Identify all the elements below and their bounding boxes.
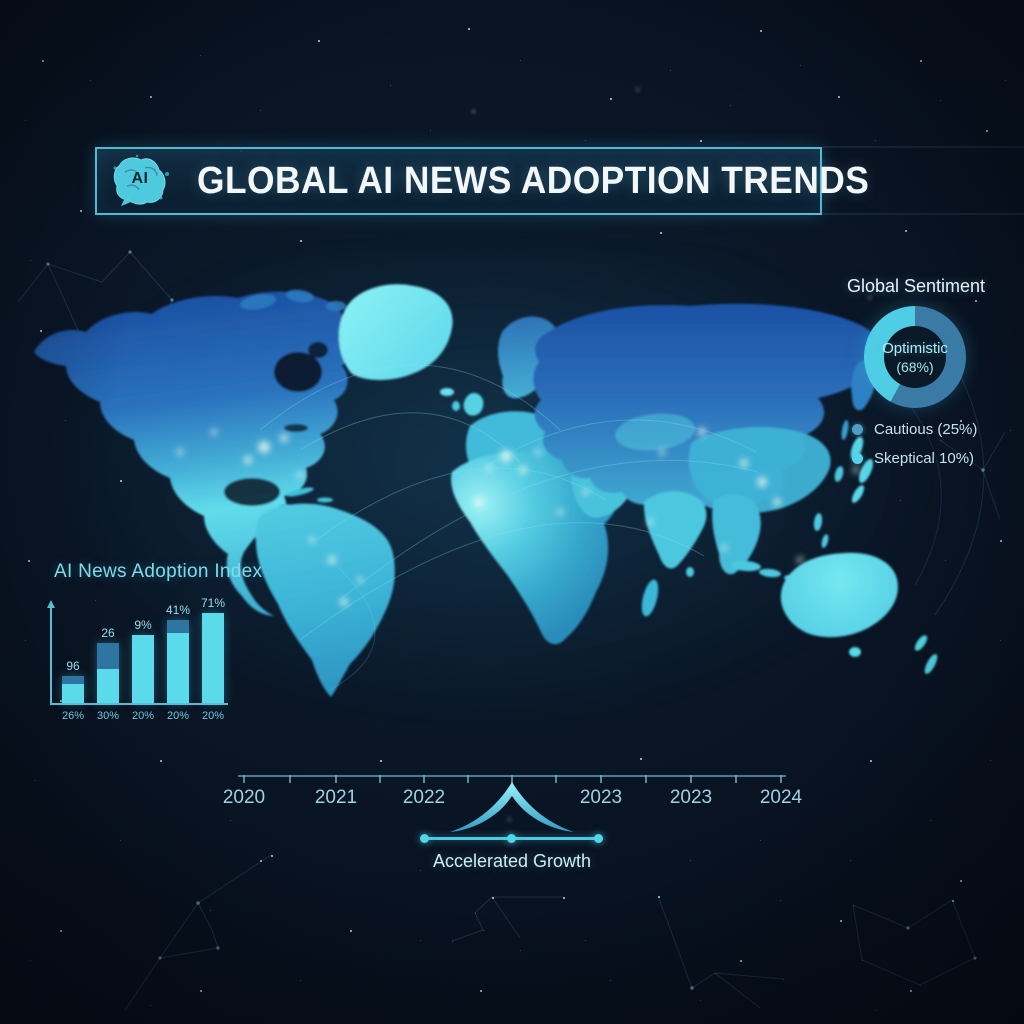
timeline-tick bbox=[690, 775, 692, 783]
bar-slot: 26 30% bbox=[97, 626, 119, 722]
adoption-bar bbox=[132, 635, 154, 703]
timeline-year: 2023 bbox=[669, 787, 713, 808]
timeline-tick bbox=[645, 775, 647, 783]
adoption-bar bbox=[202, 613, 224, 703]
growth-peak-icon bbox=[450, 782, 574, 832]
adoption-index-title: AI News Adoption Index bbox=[54, 561, 263, 582]
sentiment-donut-center: Optimistic (68%) bbox=[839, 306, 991, 408]
bar-slot: 96 26% bbox=[62, 659, 84, 722]
donut-center-value: (68%) bbox=[896, 358, 934, 375]
adoption-bar bbox=[167, 620, 189, 703]
timeline-tick bbox=[423, 775, 425, 783]
adoption-bar-cap bbox=[62, 676, 84, 684]
bar-value-label: 41% bbox=[165, 603, 191, 617]
y-axis bbox=[47, 600, 55, 705]
legend-label: Cautious (25%) bbox=[874, 421, 978, 438]
bar-category-label: 20% bbox=[201, 710, 225, 722]
timeline-annotation: Accelerated Growth bbox=[432, 851, 592, 871]
bar-slot: 71% 20% bbox=[200, 596, 226, 722]
bar-value-label: 9% bbox=[134, 618, 152, 632]
timeline-tick bbox=[243, 775, 245, 783]
x-axis bbox=[50, 703, 228, 705]
legend-dot bbox=[852, 424, 863, 435]
legend-label: Skeptical 10%) bbox=[874, 450, 975, 467]
bar-value-label: 26 bbox=[101, 626, 115, 640]
growth-span-dot bbox=[507, 834, 516, 843]
page-title: GLOBAL AI NEWS ADOPTION TRENDS bbox=[197, 159, 870, 202]
legend-item-skeptical: Skeptical 10%) bbox=[852, 450, 977, 467]
adoption-index-chart: 96 26% 26 30% 9% 20% 41% 20% 71% bbox=[46, 596, 238, 726]
adoption-bar-cap bbox=[167, 620, 189, 633]
header-banner: AI GLOBAL AI NEWS ADOPTION TRENDS bbox=[95, 147, 869, 215]
sentiment-legend: Cautious (25%) Skeptical 10%) bbox=[852, 421, 977, 467]
growth-span-dot bbox=[420, 834, 429, 843]
bar-category-label: 30% bbox=[96, 710, 120, 722]
ai-brain-logo: AI bbox=[111, 154, 171, 208]
bar-series: 96 26% 26 30% 9% 20% 41% 20% 71% bbox=[62, 596, 226, 722]
bar-category-label: 20% bbox=[166, 710, 190, 722]
bar-value-label: 71% bbox=[200, 596, 226, 610]
timeline-tick bbox=[735, 775, 737, 783]
timeline-year: 2024 bbox=[759, 787, 803, 808]
adoption-bar bbox=[97, 643, 119, 703]
adoption-bar-cap bbox=[97, 643, 119, 669]
timeline-year: 2020 bbox=[222, 787, 266, 808]
bar-category-label: 26% bbox=[61, 710, 85, 722]
legend-item-cautious: Cautious (25%) bbox=[852, 421, 977, 438]
legend-dot bbox=[852, 453, 863, 464]
bar-category-label: 20% bbox=[131, 710, 155, 722]
timeline-year: 2023 bbox=[579, 787, 623, 808]
timeline-year: 2021 bbox=[314, 787, 358, 808]
timeline-tick bbox=[379, 775, 381, 783]
bar-value-label: 96 bbox=[66, 659, 80, 673]
bar-slot: 41% 20% bbox=[165, 603, 191, 722]
bar-slot: 9% 20% bbox=[132, 618, 154, 722]
donut-center-label: Optimistic bbox=[882, 339, 948, 357]
y-axis-arrow-icon bbox=[47, 600, 55, 608]
growth-span-dot bbox=[594, 834, 603, 843]
timeline-tick bbox=[289, 775, 291, 783]
brain-logo-label: AI bbox=[131, 170, 149, 187]
sentiment-title: Global Sentiment bbox=[846, 276, 986, 296]
adoption-bar bbox=[62, 676, 84, 703]
timeline-tick bbox=[600, 775, 602, 783]
timeline-year: 2022 bbox=[402, 787, 446, 808]
timeline-tick bbox=[335, 775, 337, 783]
timeline-tick bbox=[780, 775, 782, 783]
